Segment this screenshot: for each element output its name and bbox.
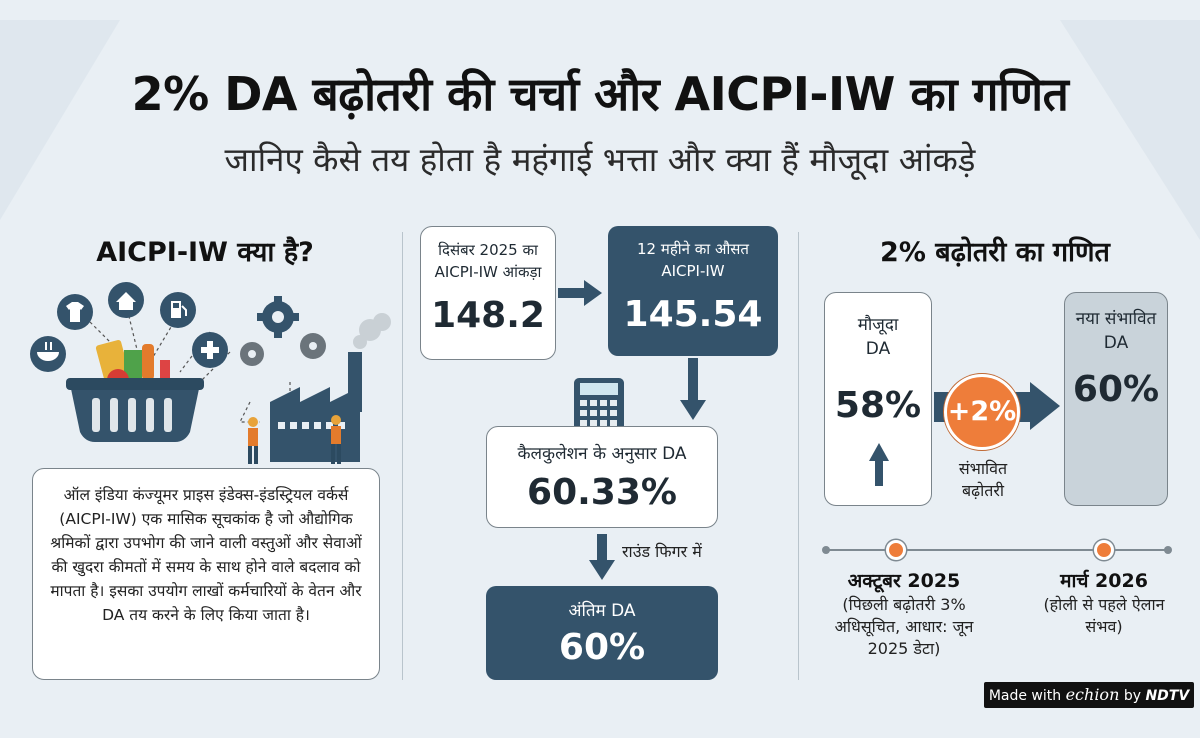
background-shape [1060,20,1200,240]
dec-aicpi-label: दिसंबर 2025 का AICPI-IW आंकड़ा [434,241,542,281]
timeline-event-mar-2026: मार्च 2026 (होली से पहले ऐलान संभव) [1032,568,1176,638]
fuel-icon [160,292,196,328]
background-shape [0,20,120,220]
calc-da-value: 60.33% [527,472,677,513]
current-da-card: मौजूदा DA 58% [824,292,932,506]
new-da-label: नया संभावित DA [1075,309,1157,353]
up-arrow-shaft [875,460,883,486]
new-da-value: 60% [1072,369,1160,410]
page-subtitle: जानिए कैसे तय होता है महंगाई भत्ता और क्… [224,140,976,179]
dec-aicpi-card: दिसंबर 2025 का AICPI-IW आंकड़ा 148.2 [420,226,556,360]
avg-aicpi-value: 145.54 [623,294,763,335]
aicpi-description: ऑल इंडिया कंज्यूमर प्राइस इंडेक्स-इंडस्ट… [32,468,380,680]
final-da-card: अंतिम DA 60% [486,586,718,680]
made-with-badge: Made with echion by NDTV [984,682,1194,708]
timeline-event-title: मार्च 2026 [1060,570,1148,592]
timeline-line [826,549,1170,551]
calc-da-card: कैलकुलेशन के अनुसार DA 60.33% [486,426,718,528]
arrow-down-head [680,400,706,420]
worker-icon [248,417,258,464]
by-text: by [1123,688,1141,704]
arrow-down [597,534,607,562]
aicpi-illustration [30,282,391,464]
column-divider [798,232,799,680]
final-da-label: अंतिम DA [568,601,636,621]
avg-aicpi-card: 12 महीने का औसत AICPI-IW 145.54 [608,226,778,356]
worker-icon [331,415,341,464]
bowl-icon [30,336,66,372]
smoke-icon [353,313,391,349]
timeline-dot-mar-2026 [1094,540,1114,560]
medical-plus-icon [192,332,228,368]
page-title: 2% DA बढ़ोतरी की चर्चा और AICPI-IW का गण… [131,67,1069,121]
timeline-event-note: (होली से पहले ऐलान संभव) [1043,595,1165,636]
gear-icon [257,296,299,338]
echion-logo: echion [1065,685,1120,704]
timeline-event-oct-2025: अक्टूबर 2025 (पिछली बढ़ोतरी 3% अधिसूचित,… [812,568,996,660]
timeline-dot-oct-2025 [886,540,906,560]
gear-icon [240,333,326,366]
current-da-label: मौजूदा DA [857,315,899,359]
round-figure-label: राउंड फिगर में [622,542,702,561]
shirt-icon [57,294,93,330]
timeline-end-dot [822,546,830,554]
increase-label: संभावित बढ़ोतरी [958,459,1008,500]
increase-value: +2% [947,396,1017,427]
dec-aicpi-value: 148.2 [431,295,545,336]
right-heading: 2% बढ़ोतरी का गणित [880,237,1110,268]
calc-da-label: कैलकुलेशन के अनुसार DA [517,444,687,464]
timeline-end-dot [1164,546,1172,554]
left-heading: AICPI-IW क्या है? [96,237,314,268]
calculator-icon [574,378,624,434]
avg-aicpi-label: 12 महीने का औसत AICPI-IW [637,240,749,280]
arrow-down-head [589,560,615,580]
arrow-down [688,358,698,402]
arrow-right [558,288,586,298]
ndtv-logo: NDTV [1145,688,1190,704]
timeline-event-title: अक्टूबर 2025 [847,570,961,592]
final-da-value: 60% [558,627,646,668]
increase-arrow-head [1030,382,1060,430]
arrow-right-head [584,280,602,306]
column-divider [402,232,403,680]
new-da-card: नया संभावित DA 60% [1064,292,1168,506]
basket-icon [66,339,204,442]
home-icon [108,282,144,318]
current-da-value: 58% [834,385,922,426]
increase-badge: +2% [944,374,1020,450]
made-with-text: Made with [988,688,1062,704]
factory-icon [270,352,362,462]
up-arrow-icon [869,443,889,461]
timeline-event-note: (पिछली बढ़ोतरी 3% अधिसूचित, आधार: जून 20… [834,595,974,658]
